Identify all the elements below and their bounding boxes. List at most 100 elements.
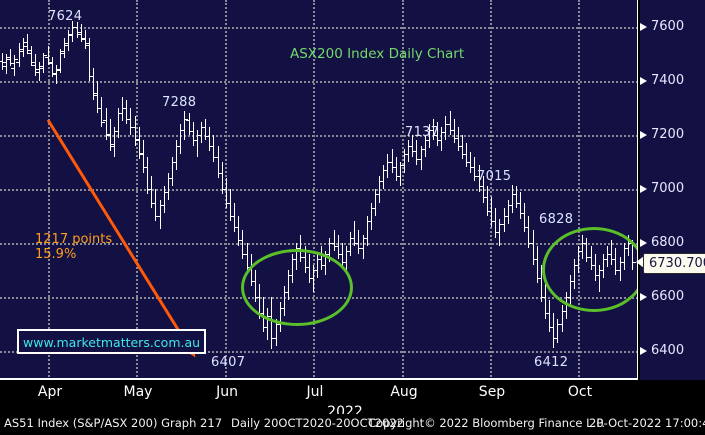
chart-plot-area[interactable]: ASX200 Index Daily Chart 7624 7288 6407 …	[0, 0, 638, 380]
grid-line-vertical	[313, 0, 315, 380]
ohlc-open-tick	[90, 75, 93, 77]
ohlc-open-tick	[384, 170, 387, 172]
ohlc-close-tick	[44, 55, 47, 57]
ohlc-open-tick	[376, 194, 379, 196]
ohlc-open-tick	[476, 175, 479, 177]
ohlc-close-tick	[102, 121, 105, 123]
ohlc-close-tick	[20, 48, 23, 50]
ohlc-open-tick	[161, 205, 164, 207]
ohlc-bar	[346, 245, 347, 270]
ohlc-open-tick	[277, 324, 280, 325]
ohlc-bar	[329, 237, 330, 262]
ohlc-bar	[462, 135, 463, 160]
ohlc-open-tick	[61, 52, 64, 54]
ohlc-open-tick	[177, 145, 180, 147]
ohlc-bar	[445, 116, 446, 141]
decline-annotation: 1217 points 15.9%	[35, 232, 112, 262]
ohlc-open-tick	[20, 51, 23, 53]
ohlc-bar	[48, 45, 49, 65]
ohlc-bar	[81, 24, 82, 42]
ohlc-close-tick	[53, 72, 56, 74]
ohlc-bar	[205, 118, 206, 141]
y-axis-tick-arrow	[640, 347, 647, 355]
ohlc-close-tick	[40, 66, 43, 68]
ohlc-open-tick	[144, 167, 147, 169]
ohlc-open-tick	[132, 126, 135, 128]
ohlc-bar	[2, 52, 3, 71]
ohlc-close-tick	[69, 33, 72, 35]
ohlc-open-tick	[0, 60, 2, 62]
ohlc-open-tick	[467, 162, 470, 163]
grid-line-vertical	[136, 0, 138, 380]
ohlc-bar	[412, 135, 413, 157]
ohlc-open-tick	[136, 139, 139, 141]
ohlc-bar	[375, 189, 376, 216]
watermark-url-box[interactable]: www.marketmatters.com.au	[17, 329, 207, 354]
ohlc-bar	[276, 318, 277, 346]
ohlc-close-tick	[86, 43, 89, 45]
month-label: Jun	[216, 384, 238, 400]
ohlc-open-tick	[78, 33, 81, 35]
ohlc-bar	[408, 140, 409, 162]
month-label: Sep	[478, 384, 506, 400]
ohlc-open-tick	[496, 232, 499, 234]
ohlc-bar	[101, 97, 102, 127]
ohlc-open-tick	[235, 226, 238, 228]
ohlc-bar	[354, 221, 355, 246]
ohlc-bar	[342, 243, 343, 268]
ohlc-bar	[126, 99, 127, 125]
ohlc-bar	[371, 202, 372, 230]
price-label-7015: 7015	[477, 169, 512, 184]
ohlc-open-tick	[119, 113, 122, 115]
ohlc-bar	[85, 29, 86, 49]
y-axis-tick	[637, 242, 638, 244]
ohlc-open-tick	[181, 129, 184, 131]
ohlc-open-tick	[401, 164, 404, 166]
ohlc-bar	[209, 126, 210, 152]
y-axis-label: 6600	[651, 289, 685, 304]
ohlc-bar	[234, 202, 235, 233]
ohlc-open-tick	[223, 189, 226, 190]
ohlc-open-tick	[559, 324, 562, 325]
ohlc-bar	[271, 297, 272, 350]
price-label-6412: 6412	[534, 355, 569, 370]
ohlc-bar	[545, 283, 546, 319]
ohlc-bar	[267, 307, 268, 341]
ohlc-bar	[387, 153, 388, 179]
y-axis-label: 7600	[651, 19, 685, 34]
ohlc-open-tick	[165, 191, 168, 193]
month-label: Oct	[567, 384, 593, 400]
ohlc-open-tick	[538, 278, 541, 280]
ohlc-close-tick	[65, 43, 68, 45]
ohlc-bar	[425, 135, 426, 157]
highlight-ellipse-june-july	[241, 249, 353, 326]
ohlc-bar	[222, 162, 223, 195]
ohlc-open-tick	[513, 194, 516, 196]
ohlc-open-tick	[148, 189, 151, 190]
ohlc-bar	[400, 162, 401, 187]
ohlc-open-tick	[11, 67, 14, 69]
ohlc-bar	[454, 118, 455, 144]
ohlc-open-tick	[484, 197, 487, 199]
ohlc-bar	[499, 218, 500, 246]
y-axis-label: 7000	[651, 181, 685, 196]
highlight-ellipse-october	[542, 227, 638, 312]
ohlc-bar	[383, 164, 384, 189]
ohlc-open-tick	[210, 145, 213, 147]
ohlc-open-tick	[16, 62, 19, 64]
ohlc-open-tick	[335, 245, 338, 247]
ohlc-open-tick	[509, 205, 512, 207]
ohlc-bar	[164, 186, 165, 214]
ohlc-open-tick	[451, 129, 454, 131]
ohlc-bar	[379, 175, 380, 203]
ohlc-open-tick	[40, 67, 43, 69]
ohlc-bar	[404, 148, 405, 173]
ohlc-open-tick	[36, 71, 39, 73]
ohlc-open-tick	[542, 297, 545, 298]
ohlc-bar	[93, 67, 94, 100]
ohlc-bar	[516, 186, 517, 208]
ohlc-bar	[226, 178, 227, 208]
ohlc-open-tick	[418, 159, 421, 161]
ohlc-open-tick	[372, 207, 375, 209]
ohlc-bar	[97, 81, 98, 114]
